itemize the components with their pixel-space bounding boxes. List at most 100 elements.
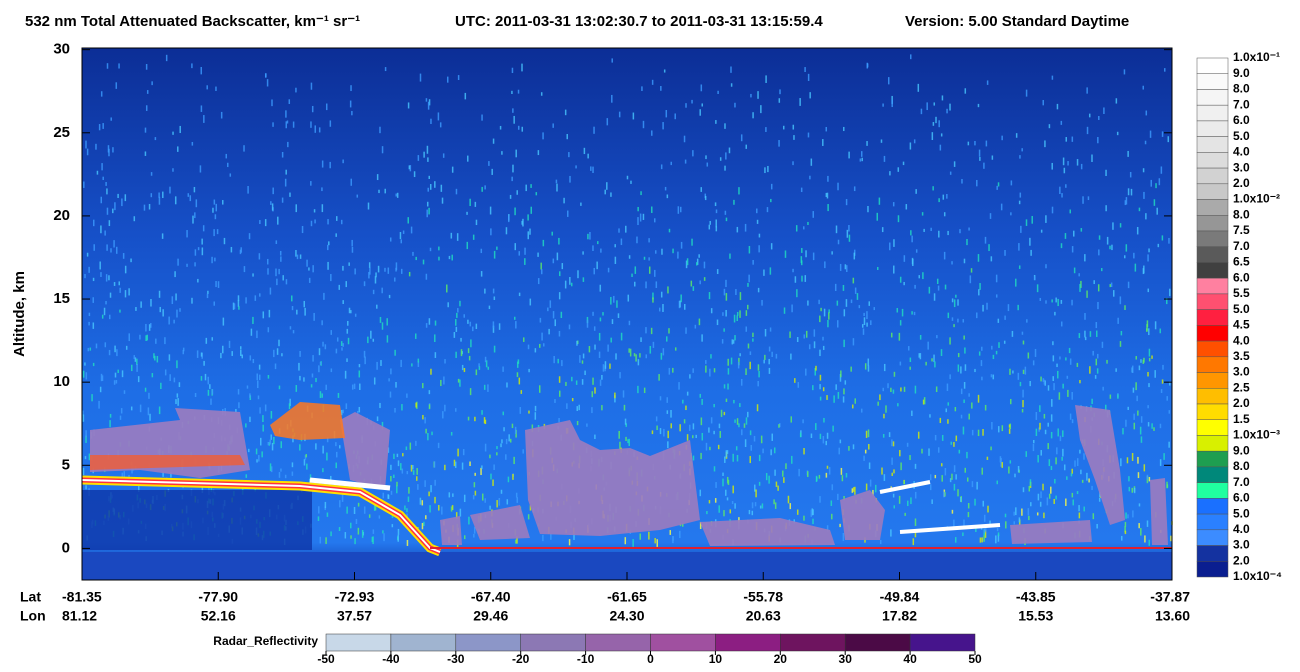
- speckle: [1086, 290, 1088, 298]
- speckle: [1156, 207, 1158, 215]
- speckle: [863, 317, 866, 326]
- speckle: [425, 98, 428, 102]
- speckle: [335, 216, 338, 221]
- speckle: [631, 273, 633, 277]
- colorbar-box: [1196, 167, 1229, 185]
- speckle: [715, 120, 717, 124]
- speckle: [438, 504, 440, 511]
- speckle: [92, 362, 95, 367]
- speckle: [995, 535, 997, 544]
- radar-tick-label: 40: [903, 652, 917, 666]
- speckle: [968, 413, 970, 420]
- speckle: [964, 88, 967, 94]
- speckle: [118, 281, 120, 286]
- speckle: [473, 526, 476, 534]
- colorbar-label: 6.0: [1233, 270, 1250, 284]
- speckle: [805, 250, 807, 258]
- speckle: [725, 293, 728, 301]
- speckle: [1043, 413, 1046, 419]
- speckle: [342, 343, 344, 347]
- speckle: [710, 308, 713, 314]
- speckle: [1014, 473, 1016, 478]
- speckle: [1055, 495, 1057, 500]
- speckle: [475, 219, 478, 226]
- speckle: [558, 237, 560, 245]
- speckle: [990, 446, 992, 451]
- speckle: [106, 188, 108, 195]
- speckle: [118, 63, 120, 69]
- radar-tick-label: -50: [317, 652, 335, 666]
- speckle: [192, 215, 194, 224]
- speckle: [354, 268, 356, 275]
- speckle: [909, 357, 912, 362]
- speckle: [1161, 379, 1164, 384]
- speckle: [937, 285, 940, 291]
- speckle: [699, 489, 702, 497]
- speckle: [842, 396, 845, 403]
- speckle: [773, 499, 775, 505]
- speckle: [679, 530, 681, 539]
- colorbar-label: 8.0: [1233, 82, 1250, 96]
- speckle: [837, 493, 839, 501]
- speckle: [119, 309, 121, 313]
- speckle: [991, 155, 994, 160]
- speckle: [813, 341, 816, 349]
- speckle: [632, 112, 635, 120]
- speckle: [509, 194, 512, 199]
- speckle: [484, 185, 486, 190]
- speckle: [100, 373, 103, 382]
- speckle: [417, 358, 420, 363]
- speckle: [346, 506, 348, 514]
- speckle: [1051, 399, 1053, 407]
- speckle: [481, 493, 484, 501]
- speckle: [466, 211, 468, 215]
- speckle: [645, 354, 648, 359]
- speckle: [124, 194, 127, 202]
- speckle: [1147, 254, 1149, 262]
- speckle: [1117, 317, 1119, 324]
- speckle: [672, 536, 674, 544]
- speckle: [732, 339, 735, 344]
- speckle: [1151, 423, 1153, 429]
- speckle: [825, 126, 828, 132]
- speckle: [1082, 196, 1084, 204]
- version: Version: 5.00 Standard Daytime: [905, 13, 1129, 30]
- speckle: [434, 334, 436, 342]
- speckle: [104, 342, 107, 348]
- speckle: [1076, 491, 1079, 495]
- speckle: [755, 489, 757, 498]
- speckle: [939, 417, 942, 424]
- colorbar-box: [1196, 498, 1229, 515]
- speckle: [145, 335, 147, 342]
- speckle: [819, 349, 821, 357]
- speckle: [933, 293, 936, 301]
- speckle: [1086, 87, 1088, 94]
- speckle: [760, 435, 763, 444]
- speckle: [945, 408, 948, 413]
- speckle: [100, 196, 103, 204]
- speckle: [116, 349, 118, 357]
- speckle: [357, 502, 360, 507]
- speckle: [1148, 348, 1151, 357]
- speckle: [666, 194, 669, 199]
- cloud: [1010, 520, 1092, 544]
- speckle: [1120, 535, 1123, 541]
- speckle: [826, 525, 829, 532]
- speckle: [1119, 223, 1122, 228]
- speckle: [512, 473, 514, 480]
- colorbar-label: 5.0: [1233, 129, 1250, 143]
- speckle: [912, 538, 915, 546]
- speckle: [963, 335, 965, 340]
- speckle: [1051, 299, 1053, 303]
- cloud-top: [899, 523, 1001, 534]
- speckle: [270, 466, 273, 473]
- speckle: [802, 419, 804, 424]
- speckle: [1039, 501, 1042, 507]
- speckle: [158, 290, 161, 298]
- speckle: [425, 273, 428, 280]
- speckle: [1170, 535, 1172, 542]
- speckle: [868, 301, 871, 306]
- speckle: [1076, 458, 1079, 467]
- speckle: [614, 392, 616, 399]
- speckle: [1153, 199, 1156, 206]
